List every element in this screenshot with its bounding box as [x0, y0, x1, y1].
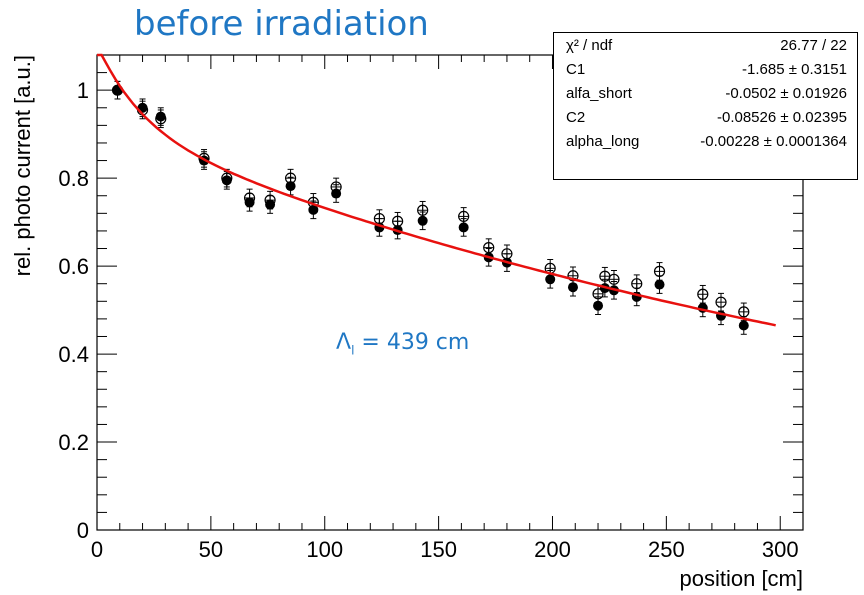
stats-value: 26.77 / 22: [780, 37, 847, 54]
x-tick-label: 200: [534, 537, 571, 562]
stats-value: -0.00228 ± 0.0001364: [700, 133, 847, 150]
x-tick-label: 50: [199, 537, 223, 562]
stats-row: C1 -1.685 ± 0.3151: [566, 57, 847, 81]
y-axis-label: rel. photo current [a.u.]: [10, 55, 35, 276]
data-point-filled: [738, 320, 749, 331]
stats-value: -0.08526 ± 0.02395: [716, 109, 847, 126]
data-point-filled: [417, 215, 428, 226]
data-point-filled: [654, 279, 665, 290]
x-tick-label: 150: [420, 537, 457, 562]
y-tick-label: 0: [77, 518, 89, 543]
data-point-filled: [593, 300, 604, 311]
y-tick-label: 0.6: [58, 254, 89, 279]
lambda-subscript: l: [351, 343, 355, 358]
lambda-symbol: Λ: [336, 330, 352, 355]
y-tick-label: 0.4: [58, 342, 89, 367]
x-tick-label: 100: [306, 537, 343, 562]
plot-area-border: [96, 54, 804, 531]
x-tick-label: 250: [648, 537, 685, 562]
y-tick-label: 0.8: [58, 166, 89, 191]
y-tick-label: 1: [77, 78, 89, 103]
attenuation-length-annotation: Λl = 439 cm: [336, 330, 469, 357]
x-axis-label: position [cm]: [680, 566, 804, 591]
stats-row: χ² / ndf 26.77 / 22: [566, 33, 847, 57]
axis-labels: 0 50 100 150 200 250 300 0 0.2 0.4 0.6 0.8 1 position…: [10, 55, 803, 591]
slide-title: before irradiation: [134, 4, 429, 44]
stats-row: alfa_short -0.0502 ± 0.01926: [566, 81, 847, 105]
stats-label: C1: [566, 61, 586, 78]
stats-row: alpha_long -0.00228 ± 0.0001364: [566, 129, 847, 153]
stats-box: χ² / ndf 26.77 / 22 C1 -1.685 ± 0.3151 a…: [553, 32, 858, 180]
fit-curve: [97, 53, 776, 327]
stats-label: alpha_long: [566, 133, 640, 150]
stats-value: -1.685 ± 0.3151: [742, 61, 847, 78]
x-tick-label: 0: [91, 537, 103, 562]
x-tick-label: 300: [762, 537, 799, 562]
stats-label: χ² / ndf: [566, 37, 613, 54]
y-tick-label: 0.2: [58, 430, 89, 455]
stats-value: -0.0502 ± 0.01926: [725, 85, 847, 102]
stats-label: alfa_short: [566, 85, 632, 102]
annotation-text: = 439 cm: [354, 330, 470, 355]
stats-row: C2 -0.08526 ± 0.02395: [566, 105, 847, 129]
stats-label: C2: [566, 109, 586, 126]
plot-frame: [96, 54, 804, 531]
